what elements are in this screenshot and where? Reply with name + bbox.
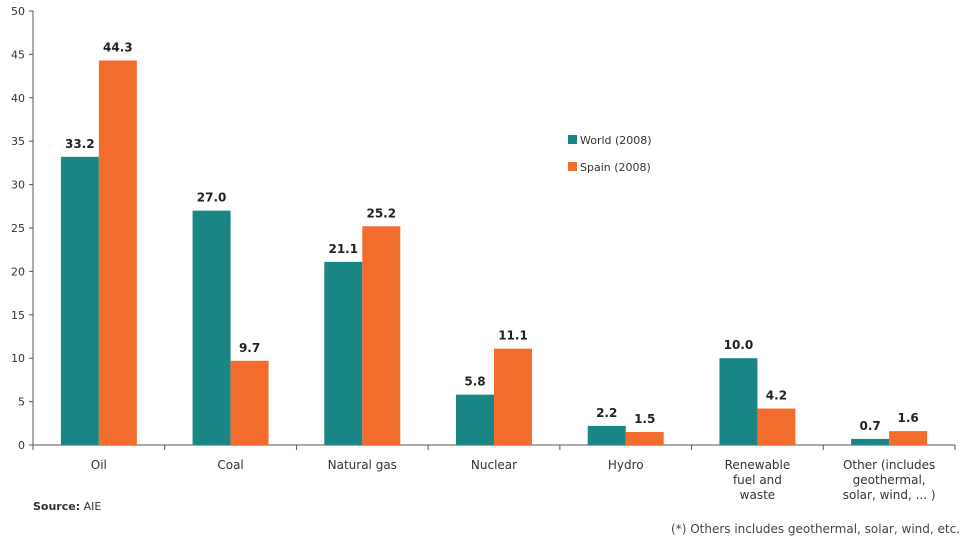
- category-label-line: Nuclear: [471, 458, 517, 472]
- category-label: Coal: [217, 458, 243, 472]
- data-label: 27.0: [197, 191, 227, 205]
- data-label: 11.1: [498, 329, 528, 343]
- category-label-line: solar, wind, ... ): [843, 488, 936, 502]
- y-tick-label: 25: [11, 222, 25, 235]
- category-label-line: Hydro: [608, 458, 644, 472]
- category-label-line: waste: [740, 488, 776, 502]
- category-label-line: Coal: [217, 458, 243, 472]
- legend-swatch: [568, 135, 577, 144]
- category-label-line: Renewable: [725, 458, 791, 472]
- category-label: Renewable fuel and waste: [725, 458, 791, 502]
- footnote: (*) Others includes geothermal, solar, w…: [671, 522, 960, 536]
- y-tick-label: 15: [11, 309, 25, 322]
- bar: [625, 431, 664, 445]
- legend-swatch: [568, 162, 577, 171]
- data-label: 0.7: [860, 419, 881, 433]
- y-tick-label: 45: [11, 48, 25, 61]
- category-label-line: geothermal,: [853, 473, 926, 487]
- bar: [230, 360, 269, 445]
- bar: [60, 156, 99, 445]
- category-label-line: Natural gas: [328, 458, 397, 472]
- category-label: Other (includes geothermal, solar, wind, .…: [843, 458, 936, 502]
- bar: [324, 261, 363, 445]
- legend-label: World (2008): [580, 134, 652, 147]
- legend-label: Spain (2008): [580, 161, 651, 174]
- category-label: Nuclear: [471, 458, 517, 472]
- category-label: Natural gas: [328, 458, 397, 472]
- data-label: 5.8: [464, 375, 485, 389]
- category-label-line: fuel and: [733, 473, 782, 487]
- source-label: Source:: [33, 500, 81, 513]
- bar: [362, 226, 401, 445]
- bar: [494, 348, 532, 445]
- y-tick-label: 40: [11, 92, 25, 105]
- bar: [456, 394, 494, 445]
- bar: [851, 438, 890, 445]
- data-label: 1.6: [898, 411, 919, 425]
- category-label-line: Oil: [91, 458, 107, 472]
- data-label: 4.2: [766, 389, 787, 403]
- y-tick-label: 50: [11, 5, 25, 18]
- bar: [192, 210, 231, 445]
- source-note: Source: AIE: [33, 500, 101, 513]
- y-tick-label: 20: [11, 265, 25, 278]
- data-label: 44.3: [103, 40, 133, 54]
- bar: [719, 358, 758, 445]
- y-tick-label: 10: [11, 352, 25, 365]
- data-label: 33.2: [65, 137, 95, 151]
- y-tick-label: 30: [11, 179, 25, 192]
- category-label: Hydro: [608, 458, 644, 472]
- data-label: 25.2: [366, 206, 396, 220]
- data-label: 21.1: [328, 242, 358, 256]
- y-tick-label: 5: [18, 396, 25, 409]
- data-label: 9.7: [239, 341, 260, 355]
- bar: [587, 425, 626, 445]
- y-tick-label: 0: [18, 439, 25, 452]
- bar: [757, 408, 796, 445]
- y-tick-label: 35: [11, 135, 25, 148]
- category-label-line: Other (includes: [843, 458, 935, 472]
- category-label: Oil: [91, 458, 107, 472]
- data-label: 1.5: [634, 412, 655, 426]
- source-value: AIE: [80, 500, 102, 513]
- bar: [889, 431, 928, 445]
- bar: [98, 60, 137, 445]
- data-label: 10.0: [724, 338, 754, 352]
- data-label: 2.2: [596, 406, 617, 420]
